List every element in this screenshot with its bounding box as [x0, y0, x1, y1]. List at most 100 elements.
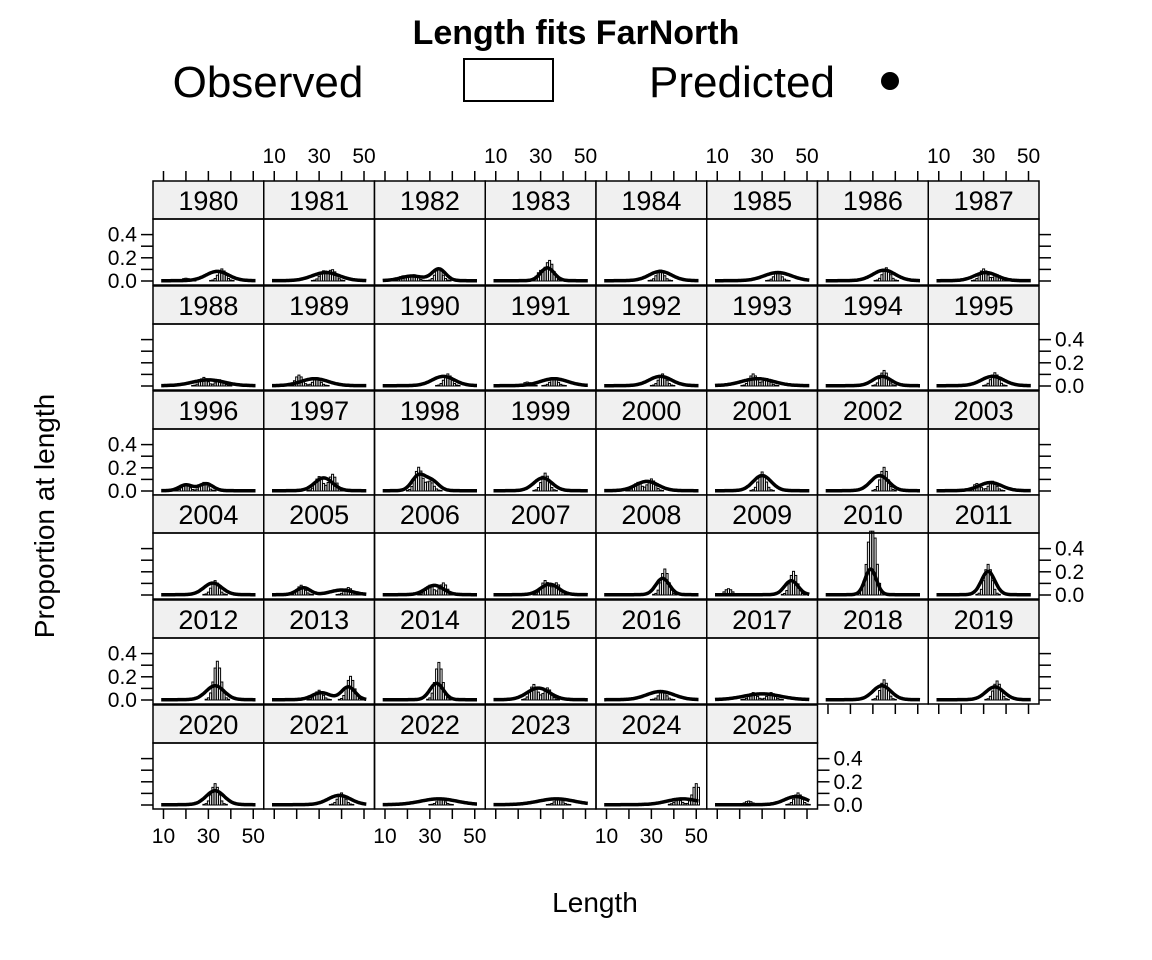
observed-bar [667, 383, 671, 387]
predicted-line [603, 479, 700, 493]
observed-bar [986, 698, 990, 701]
observed-bar [224, 384, 228, 387]
observed-bar [319, 478, 323, 492]
observed-bar [995, 680, 999, 701]
observed-bar [878, 277, 882, 282]
observed-bar [667, 697, 671, 701]
panel-strip-label: 1996 [178, 396, 238, 426]
x-tick-label: 50 [242, 825, 265, 848]
observed-bar [663, 692, 667, 701]
x-tick-label: 10 [595, 825, 618, 848]
observed-bar [792, 798, 796, 806]
observed-bar [211, 582, 215, 596]
predicted-line [271, 793, 367, 807]
panel-2009: 2009 [706, 494, 819, 600]
observed-bar [532, 683, 536, 701]
panel-1981: 1981 [263, 180, 376, 286]
y-tick-label: 0.0 [108, 270, 137, 293]
observed-bar [871, 698, 875, 701]
x-tick-label: 30 [197, 825, 220, 848]
observed-bar [1004, 384, 1008, 387]
observed-bar [778, 273, 782, 282]
panel-strip-label: 1992 [621, 291, 681, 321]
observed-bar [774, 384, 778, 387]
panel-frame [152, 742, 265, 810]
observed-bar [561, 801, 565, 806]
panel-strip-label: 2012 [178, 605, 238, 635]
observed-bar [557, 381, 561, 387]
observed-bar [335, 593, 339, 596]
observed-bar [771, 489, 775, 492]
panel-strip-label: 2004 [178, 500, 238, 530]
observed-bar [439, 489, 443, 492]
observed-bar [211, 383, 215, 387]
observed-bars [204, 660, 231, 701]
y-tick-label: 0.4 [108, 224, 138, 247]
observed-bar [561, 384, 565, 387]
observed-bars [202, 580, 228, 596]
observed-bar [209, 383, 213, 387]
panel-2007: 2007 [484, 494, 597, 600]
observed-bar [977, 592, 981, 596]
panel-strip [152, 180, 265, 220]
panel-strip [706, 390, 819, 430]
panel-frame [484, 637, 597, 705]
observed-bar [645, 484, 649, 492]
panel-2019: 2019 [927, 599, 1040, 705]
predicted-line [160, 378, 257, 388]
observed-bar [871, 530, 875, 596]
panel-frame [706, 428, 819, 496]
observed-bar [658, 582, 662, 596]
observed-bar [566, 803, 570, 806]
panel-1986: 1986 [816, 180, 929, 286]
observed-bar [769, 381, 773, 387]
observed-bar [801, 798, 805, 806]
panel-strip-label: 2022 [400, 710, 460, 740]
observed-bar [771, 276, 775, 282]
observed-bar [991, 580, 995, 596]
observed-bar [209, 692, 213, 701]
predicted-line [160, 481, 257, 493]
observed-bar [328, 803, 332, 806]
observed-bar [430, 803, 434, 806]
predicted-line [382, 374, 478, 388]
observed-bar [1000, 382, 1004, 387]
observed-bar [629, 488, 633, 492]
panel-frame [816, 428, 929, 496]
observed-bar [692, 786, 696, 806]
observed-bar [430, 692, 434, 701]
observed-bar [313, 379, 317, 387]
panel-frame [484, 428, 597, 496]
panel-1992: 1992 [595, 285, 708, 391]
observed-bar [674, 800, 678, 806]
observed-bar [683, 803, 687, 806]
observed-bar [670, 384, 674, 387]
observed-bar [179, 487, 183, 492]
x-tick-label: 50 [795, 145, 818, 168]
panel-1993: 1993 [706, 285, 819, 391]
observed-bar [740, 698, 744, 701]
observed-bar [891, 277, 895, 282]
predicted-line [271, 476, 367, 493]
observed-bar [787, 583, 791, 596]
observed-bar [563, 803, 567, 806]
predicted-line [603, 374, 700, 388]
observed-bar [652, 384, 656, 387]
observed-bar [548, 381, 552, 387]
observed-bar [206, 381, 210, 387]
predicted-line [160, 269, 257, 283]
panel-strip [484, 704, 597, 744]
observed-bar [435, 801, 439, 806]
observed-bar [430, 278, 434, 282]
panel-strip-label: 2025 [732, 710, 792, 740]
panel-frame [263, 742, 376, 810]
observed-bar [308, 489, 312, 492]
predicted-line [271, 270, 367, 283]
observed-bar [1002, 489, 1006, 492]
observed-bar [188, 487, 192, 492]
observed-bar [326, 698, 330, 701]
observed-bar [765, 695, 769, 701]
observed-bar [421, 279, 425, 282]
y-tick-label: 0.4 [1055, 329, 1085, 352]
observed-bar [873, 279, 877, 282]
